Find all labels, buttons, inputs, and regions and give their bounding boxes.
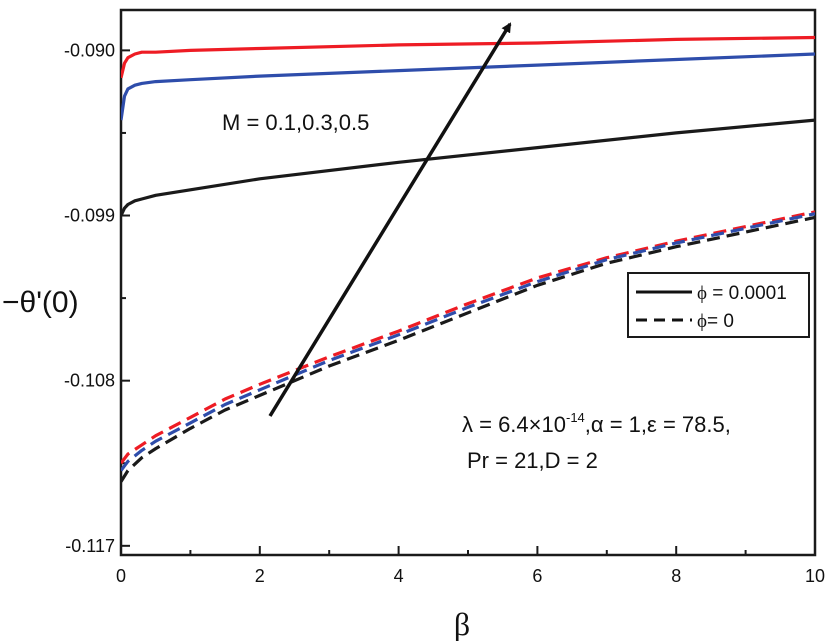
y-tick-label: -0.099 [64, 206, 115, 226]
params-line-2: Pr = 21,D = 2 [467, 448, 598, 473]
x-tick-label: 4 [394, 566, 404, 586]
legend: ϕ = 0.0001 ϕ= 0 [627, 272, 810, 338]
y-tick-label: -0.117 [65, 536, 115, 556]
legend-label-solid: ϕ = 0.0001 [697, 283, 787, 304]
series-line-4 [121, 210, 815, 465]
y-tick-label: -0.108 [64, 371, 115, 391]
series-layer [121, 35, 815, 483]
x-tick-label: 6 [532, 566, 542, 586]
x-tick-label: 2 [255, 566, 265, 586]
y-axis-label: −θ'(0) [2, 286, 79, 319]
x-tick-label: 8 [671, 566, 681, 586]
series-line-3 [121, 118, 815, 217]
series-line-5 [121, 212, 815, 472]
x-tick-label: 0 [116, 566, 126, 586]
arrow-label: M = 0.1,0.3,0.5 [222, 110, 369, 135]
series-line-2 [121, 52, 815, 121]
x-tick-label: 10 [805, 566, 825, 586]
legend-box [627, 272, 810, 338]
series-line-6 [121, 215, 815, 483]
m-direction-arrow [268, 22, 512, 417]
y-tick-label: -0.090 [64, 40, 115, 60]
series-line-1 [121, 35, 815, 79]
y-axis-ticks: -0.090 -0.099 -0.108 -0.117 [64, 40, 130, 556]
params-line-1: λ = 6.4×10-14,α = 1,ε = 78.5, [462, 410, 731, 437]
legend-label-dashed: ϕ= 0 [697, 311, 734, 332]
x-axis-ticks: 0 2 4 6 8 10 [116, 546, 825, 586]
x-axis-label: β [454, 606, 470, 641]
